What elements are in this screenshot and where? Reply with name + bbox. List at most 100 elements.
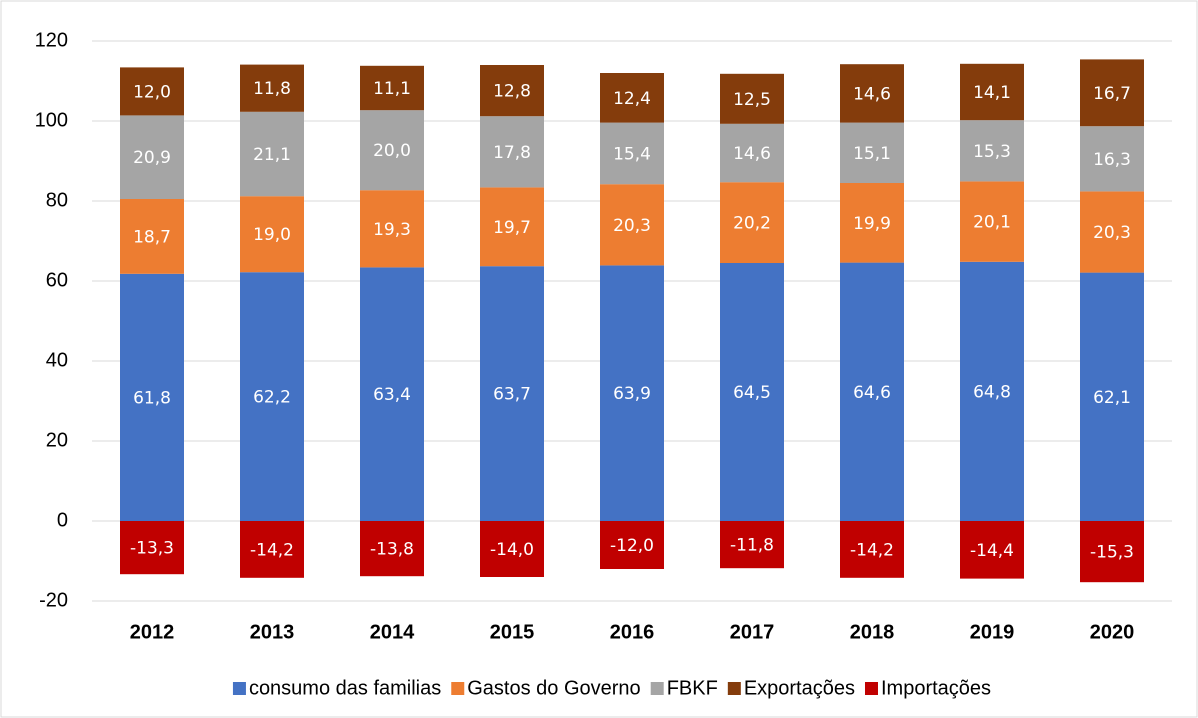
data-label: 15,1 <box>853 144 891 164</box>
data-label: 15,4 <box>613 144 651 164</box>
legend-label: FBKF <box>667 677 718 699</box>
data-label: 11,1 <box>373 79 411 99</box>
bar-segment <box>960 181 1024 262</box>
x-tick-label: 2019 <box>970 621 1015 643</box>
x-tick-label: 2020 <box>1090 621 1135 643</box>
bar-segment <box>720 73 784 124</box>
legend-label: Exportações <box>744 677 855 699</box>
bar-segment <box>960 120 1024 182</box>
legend-swatch <box>864 682 878 695</box>
bar-segment <box>720 123 784 183</box>
data-label: 12,0 <box>133 82 171 102</box>
bar-segment <box>1080 272 1144 521</box>
bar-segment <box>1080 191 1144 273</box>
data-label: 19,0 <box>253 225 291 245</box>
legend-swatch <box>451 682 465 695</box>
bar-segment <box>840 183 904 263</box>
bar-segment <box>480 266 544 521</box>
data-label: 64,5 <box>733 383 771 403</box>
bar-segment <box>240 111 304 197</box>
data-label: 11,8 <box>253 79 291 99</box>
data-label: -13,8 <box>370 540 414 560</box>
bar-segment <box>1080 59 1144 127</box>
x-tick-label: 2013 <box>250 621 295 643</box>
bar-segment <box>720 263 784 521</box>
x-tick-label: 2014 <box>370 621 415 643</box>
legend-label: Gastos do Governo <box>467 677 640 699</box>
data-label: -12,0 <box>610 536 654 556</box>
data-label: 62,1 <box>1093 388 1131 408</box>
bar-segment <box>1080 126 1144 192</box>
data-label: 19,9 <box>853 214 891 234</box>
bar-segment <box>480 65 544 117</box>
y-tick-label: 60 <box>46 269 68 291</box>
bar-segment <box>840 262 904 521</box>
data-label: 14,1 <box>973 83 1011 103</box>
bar-segment <box>600 184 664 266</box>
legend-label: Importações <box>881 677 991 699</box>
data-label: 20,3 <box>613 216 651 236</box>
bar-segment <box>960 63 1024 121</box>
bar-segment <box>360 267 424 521</box>
legend-swatch <box>232 682 246 695</box>
bar-segment <box>840 521 904 578</box>
data-label: 20,1 <box>973 213 1011 233</box>
data-label: 19,7 <box>493 218 531 238</box>
data-label: 63,9 <box>613 384 651 404</box>
data-label: 12,5 <box>733 90 771 110</box>
data-label: -14,2 <box>850 540 894 560</box>
bar-segment <box>120 273 184 521</box>
data-label: 12,8 <box>493 82 531 102</box>
x-tick-label: 2017 <box>730 621 775 643</box>
x-tick-label: 2018 <box>850 621 895 643</box>
y-tick-label: 80 <box>46 189 68 211</box>
data-label: 64,8 <box>973 382 1011 402</box>
legend-swatch <box>727 682 741 695</box>
y-tick-label: 40 <box>46 349 68 371</box>
bar-segment <box>120 115 184 199</box>
y-tick-label: 0 <box>57 509 68 531</box>
x-tick-label: 2012 <box>130 621 175 643</box>
y-tick-label: 100 <box>35 109 68 131</box>
bar-segment <box>840 64 904 123</box>
data-label: -14,4 <box>970 541 1014 561</box>
y-tick-label: 120 <box>35 29 68 51</box>
data-label: 64,6 <box>853 383 891 403</box>
bar-segment <box>240 64 304 112</box>
data-label: -13,3 <box>130 539 174 559</box>
bar-segment <box>120 67 184 116</box>
data-label: 61,8 <box>133 388 171 408</box>
bar-segment <box>600 73 664 123</box>
data-label: 20,2 <box>733 214 771 234</box>
bar-segment <box>480 116 544 188</box>
bar-segment <box>360 521 424 577</box>
legend-swatch <box>650 682 664 695</box>
data-label: 14,6 <box>733 144 771 164</box>
data-label: 19,3 <box>373 220 411 240</box>
data-label: 17,8 <box>493 143 531 163</box>
data-label: 20,9 <box>133 148 171 168</box>
legend-label: consumo das familias <box>249 677 441 699</box>
bar-segment <box>600 521 664 569</box>
bar-segment <box>960 261 1024 521</box>
bar-segment <box>840 122 904 183</box>
data-label: 21,1 <box>253 145 291 165</box>
bar-segment <box>240 196 304 273</box>
bar-segment <box>720 521 784 569</box>
data-label: 18,7 <box>133 227 171 247</box>
bar-segment <box>720 182 784 263</box>
data-label: 63,7 <box>493 385 531 405</box>
bar-segment <box>360 65 424 111</box>
bar-segment <box>120 199 184 274</box>
bar-segment <box>960 521 1024 579</box>
data-label: 16,3 <box>1093 150 1131 170</box>
data-label: -14,0 <box>490 540 534 560</box>
data-label: -11,8 <box>730 536 774 556</box>
bar-segment <box>600 265 664 521</box>
bar-segment <box>240 272 304 521</box>
data-label: -14,2 <box>250 540 294 560</box>
bar-segment <box>600 122 664 185</box>
x-tick-label: 2016 <box>610 621 655 643</box>
bar-segment <box>480 521 544 577</box>
bar-segment <box>360 190 424 268</box>
